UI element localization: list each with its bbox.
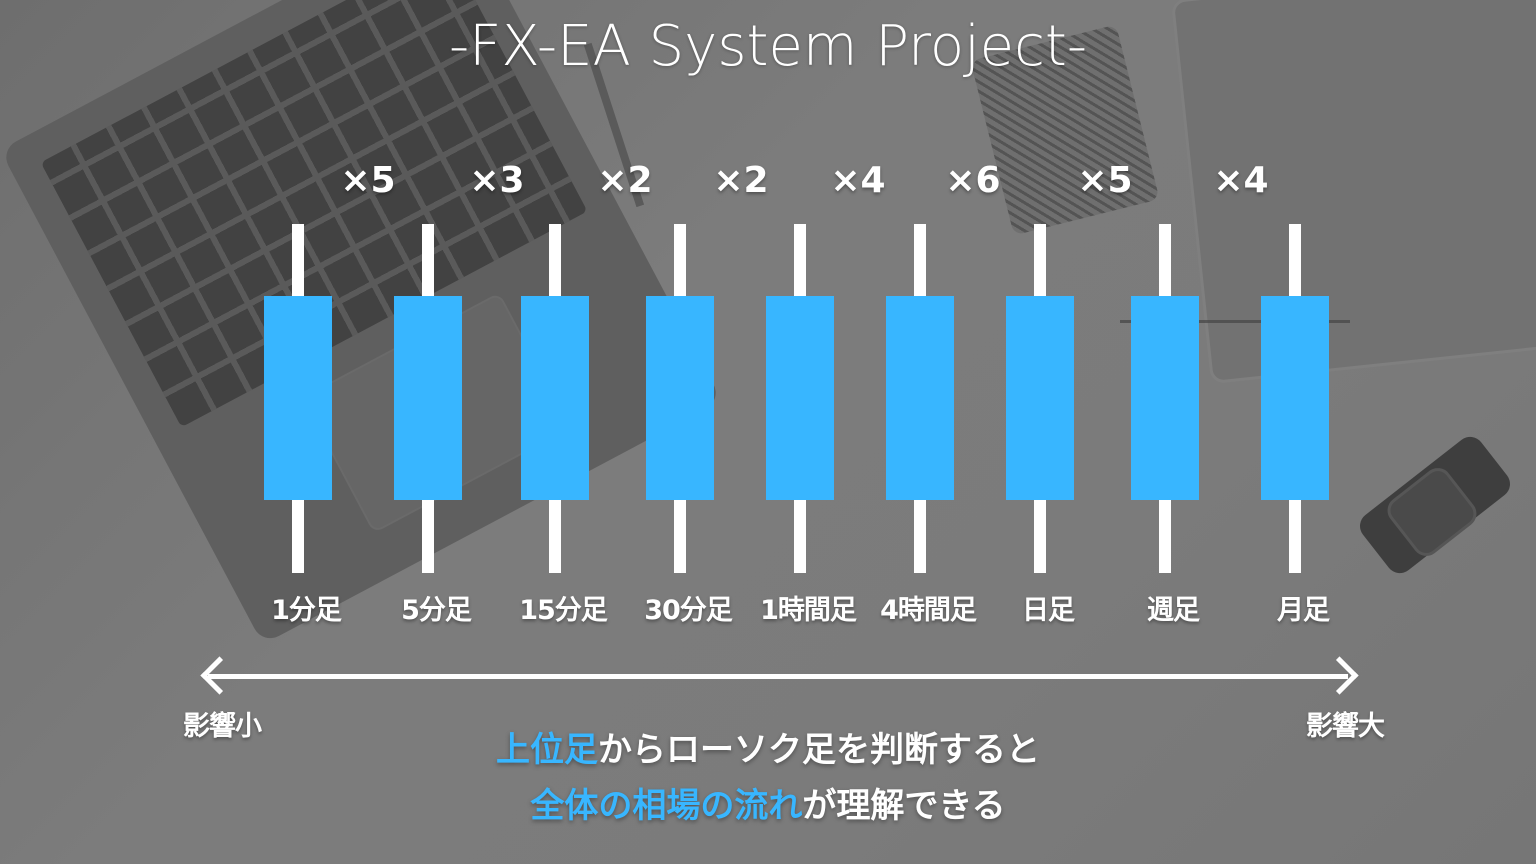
candle-wick-bottom bbox=[422, 498, 434, 573]
candle-wick-bottom bbox=[674, 498, 686, 573]
candle-body bbox=[886, 296, 954, 500]
timeframe-label: 1分足 bbox=[271, 595, 342, 626]
influence-large-label: 影響大 bbox=[1306, 711, 1385, 742]
timeframe-label: 5分足 bbox=[401, 595, 472, 626]
timeframe-label: 1時間足 bbox=[760, 595, 857, 626]
timeframe-label: 15分足 bbox=[519, 595, 608, 626]
influence-small-label: 影響小 bbox=[183, 711, 262, 742]
candle-wick-bottom bbox=[292, 498, 304, 573]
candle-wick-top bbox=[1289, 224, 1301, 300]
candle-wick-top bbox=[1034, 224, 1046, 300]
summary-text-1: からローソク足を判断すると bbox=[598, 730, 1040, 770]
summary-highlight-2: 全体の相場の流れ bbox=[530, 786, 803, 826]
candle-wick-bottom bbox=[1034, 498, 1046, 573]
candle-body bbox=[521, 296, 589, 500]
summary-line-1: 上位足からローソク足を判断すると bbox=[0, 722, 1536, 771]
candle-wick-top bbox=[1159, 224, 1171, 300]
candle-body bbox=[394, 296, 462, 500]
timeframe-label: 月足 bbox=[1277, 595, 1330, 626]
multiplier-label: ×4 bbox=[1213, 160, 1269, 201]
candle-body bbox=[646, 296, 714, 500]
candle-body bbox=[1131, 296, 1199, 500]
multiplier-label: ×5 bbox=[1077, 160, 1133, 201]
timeframe-label: 週足 bbox=[1147, 595, 1200, 626]
multiplier-label: ×2 bbox=[713, 160, 769, 201]
page-title: -FX-EA System Project- bbox=[448, 14, 1088, 79]
candle-wick-bottom bbox=[1159, 498, 1171, 573]
multiplier-label: ×4 bbox=[830, 160, 886, 201]
candle-wick-bottom bbox=[794, 498, 806, 573]
multiplier-label: ×2 bbox=[597, 160, 653, 201]
candle-wick-bottom bbox=[549, 498, 561, 573]
multiplier-label: ×5 bbox=[340, 160, 396, 201]
multiplier-label: ×3 bbox=[469, 160, 525, 201]
candle-wick-bottom bbox=[914, 498, 926, 573]
candle-body bbox=[1261, 296, 1329, 500]
candle-wick-top bbox=[794, 224, 806, 300]
candle-body bbox=[1006, 296, 1074, 500]
influence-arrow-line bbox=[208, 674, 1348, 679]
timeframe-label: 4時間足 bbox=[880, 595, 977, 626]
candle-wick-top bbox=[914, 224, 926, 300]
candle-body bbox=[766, 296, 834, 500]
timeframe-label: 30分足 bbox=[644, 595, 733, 626]
candle-wick-top bbox=[292, 224, 304, 300]
summary-highlight-1: 上位足 bbox=[496, 730, 598, 770]
candle-wick-top bbox=[549, 224, 561, 300]
multiplier-label: ×6 bbox=[945, 160, 1001, 201]
laptop-decoration bbox=[0, 0, 723, 645]
candle-wick-top bbox=[674, 224, 686, 300]
timeframe-label: 日足 bbox=[1022, 595, 1075, 626]
candle-wick-bottom bbox=[1289, 498, 1301, 573]
glasses-decoration bbox=[1120, 320, 1350, 393]
summary-line-2: 全体の相場の流れが理解できる bbox=[0, 778, 1536, 827]
summary-text-2: が理解できる bbox=[802, 786, 1006, 826]
candle-body bbox=[264, 296, 332, 500]
candle-wick-top bbox=[422, 224, 434, 300]
